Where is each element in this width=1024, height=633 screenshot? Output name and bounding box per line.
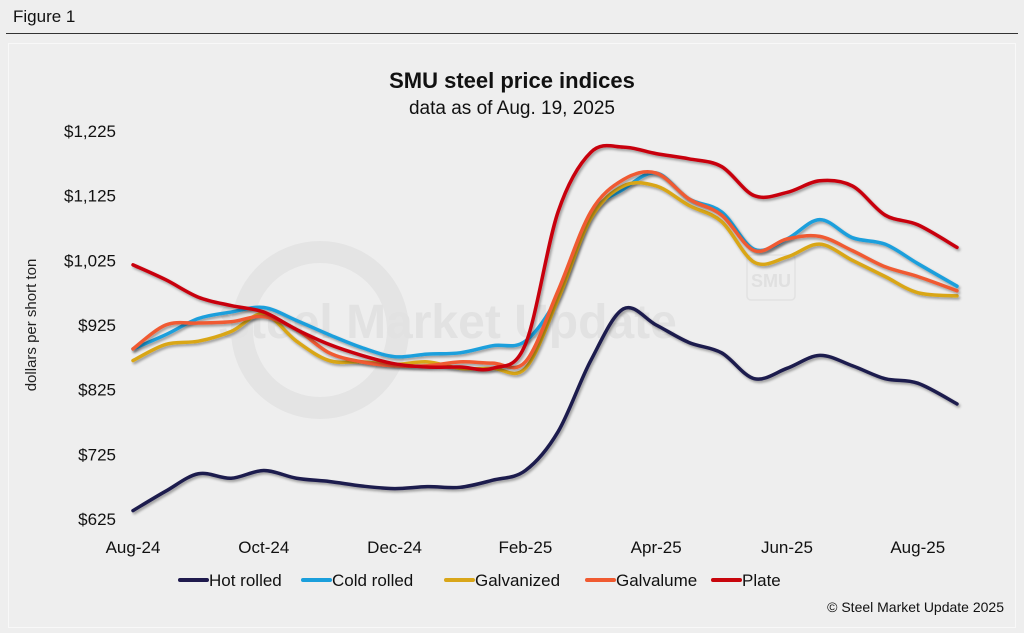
legend-item-cold-rolled: Cold rolled <box>301 571 413 590</box>
x-tick-label: Oct-24 <box>238 538 289 557</box>
y-tick-label: $825 <box>78 381 116 400</box>
series-line-plate <box>131 143 959 372</box>
legend-item-plate: Plate <box>711 571 781 590</box>
series-line-hot-rolled <box>131 305 959 513</box>
watermark-logo-ring <box>231 241 409 419</box>
legend: Hot rolled Cold rolled Galvanized Galvalume… <box>178 571 781 590</box>
chart-title: SMU steel price indices <box>389 68 635 93</box>
y-tick-label: $925 <box>78 316 116 335</box>
header-divider <box>6 33 1018 34</box>
watermark: Steel Market Update SMU <box>218 241 796 419</box>
x-axis-ticks: Aug-24 Oct-24 Dec-24 Feb-25 Apr-25 Jun-25 Aug-… <box>106 538 946 557</box>
y-axis-ticks: $625 $725 $825 $925 $1,025 $1,125 $1,225 <box>64 122 116 529</box>
legend-label: Hot rolled <box>209 571 282 590</box>
legend-label: Galvanized <box>475 571 560 590</box>
legend-item-galvanized: Galvanized <box>444 571 560 590</box>
watermark-badge-box <box>746 254 796 301</box>
y-tick-label: $625 <box>78 510 116 529</box>
y-axis-label: dollars per short ton <box>23 259 40 392</box>
x-tick-label: Jun-25 <box>761 538 813 557</box>
x-tick-label: Feb-25 <box>498 538 552 557</box>
legend-label: Cold rolled <box>332 571 413 590</box>
x-tick-label: Aug-24 <box>106 538 161 557</box>
legend-item-hot-rolled: Hot rolled <box>178 571 282 590</box>
y-tick-label: $1,125 <box>64 187 116 206</box>
figure-label: Figure 1 <box>13 7 76 26</box>
x-tick-label: Apr-25 <box>631 538 682 557</box>
watermark-badge: SMU <box>751 271 791 291</box>
x-tick-label: Aug-25 <box>890 538 945 557</box>
series-line-galvalume <box>131 170 959 370</box>
legend-item-galvalume: Galvalume <box>585 571 697 590</box>
legend-label: Plate <box>742 571 781 590</box>
y-tick-label: $1,025 <box>64 251 116 270</box>
y-tick-label: $725 <box>78 445 116 464</box>
y-tick-label: $1,225 <box>64 122 116 141</box>
x-tick-label: Dec-24 <box>367 538 422 557</box>
series-lines <box>131 143 959 513</box>
chart-subtitle: data as of Aug. 19, 2025 <box>409 98 615 119</box>
copyright-credit: © Steel Market Update 2025 <box>827 599 1004 615</box>
figure-header: Figure 1 <box>0 0 1024 35</box>
chart-panel <box>8 43 1016 628</box>
legend-label: Galvalume <box>616 571 697 590</box>
